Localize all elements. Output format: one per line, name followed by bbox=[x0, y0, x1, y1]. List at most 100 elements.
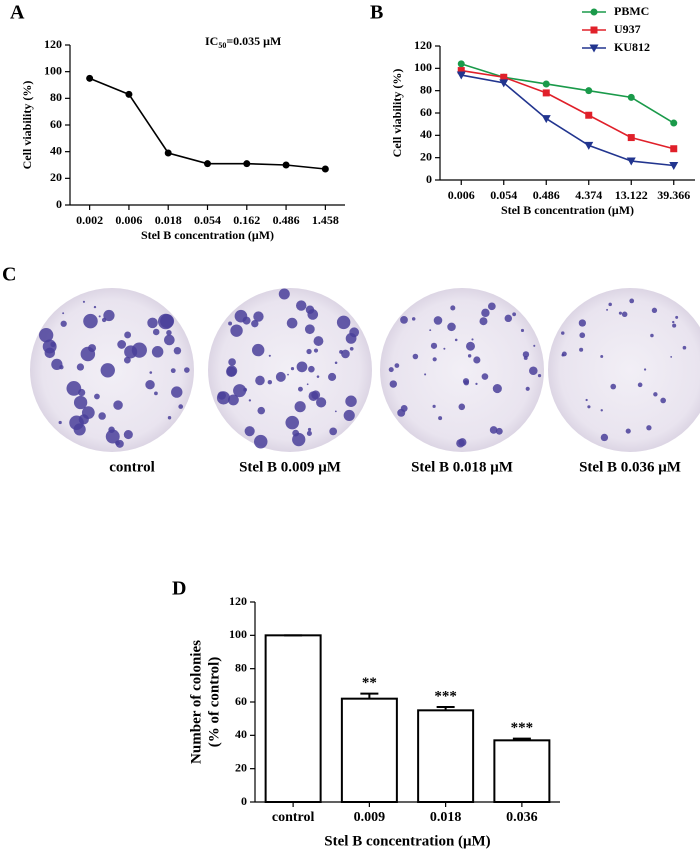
colony bbox=[294, 401, 306, 413]
x-axis-label: Stel B concentration (μM) bbox=[324, 833, 490, 849]
x-tick-label: 0.009 bbox=[354, 810, 386, 825]
y-tick-label: 80 bbox=[420, 82, 432, 96]
colony bbox=[149, 371, 153, 374]
bar bbox=[264, 634, 322, 803]
colony bbox=[298, 386, 303, 392]
colony bbox=[653, 392, 658, 397]
x-tick-label: 0.486 bbox=[273, 213, 300, 227]
colony bbox=[328, 372, 337, 381]
colony bbox=[275, 371, 286, 382]
y-axis-label: (% of control) bbox=[206, 657, 222, 748]
colony bbox=[646, 425, 652, 431]
y-tick-label: 100 bbox=[44, 63, 62, 77]
colony bbox=[93, 305, 97, 309]
marker bbox=[499, 79, 509, 88]
marker bbox=[541, 115, 551, 124]
colony bbox=[529, 366, 538, 375]
colony bbox=[471, 338, 474, 341]
dish bbox=[380, 288, 544, 452]
marker bbox=[627, 93, 635, 101]
colony bbox=[488, 302, 496, 311]
colony bbox=[58, 420, 62, 425]
colony bbox=[251, 320, 259, 328]
marker bbox=[457, 67, 465, 75]
line bbox=[461, 74, 674, 167]
colony bbox=[400, 316, 408, 324]
colony bbox=[447, 322, 456, 332]
colony bbox=[167, 416, 172, 420]
marker bbox=[669, 161, 679, 170]
colony bbox=[292, 432, 306, 447]
colony bbox=[290, 367, 295, 371]
colony bbox=[66, 381, 82, 396]
y-axis-label: Cell viability (%) bbox=[20, 81, 34, 170]
colony bbox=[637, 382, 643, 388]
colony bbox=[429, 329, 432, 332]
colony bbox=[389, 380, 398, 388]
x-tick-label: 0.054 bbox=[490, 188, 517, 202]
colony bbox=[170, 368, 176, 374]
colony bbox=[233, 384, 247, 398]
y-tick-label: 40 bbox=[235, 727, 247, 741]
colony bbox=[51, 358, 63, 370]
dish bbox=[548, 288, 700, 452]
colony bbox=[100, 363, 115, 378]
colony bbox=[308, 365, 315, 373]
dish bbox=[208, 288, 372, 452]
x-tick-label: 1.458 bbox=[312, 213, 339, 227]
annotation-subscript: 50 bbox=[218, 41, 226, 50]
colony bbox=[349, 346, 354, 351]
y-tick-label: 120 bbox=[229, 594, 247, 608]
y-axis-label: Cell viability (%) bbox=[390, 69, 404, 158]
colony bbox=[73, 395, 88, 410]
colony bbox=[226, 366, 237, 378]
colony bbox=[475, 382, 478, 386]
colony bbox=[454, 338, 458, 342]
colony bbox=[50, 341, 56, 348]
legend-label: PBMC bbox=[614, 4, 649, 18]
caption: Stel B 0.018 μM bbox=[411, 459, 513, 475]
colony bbox=[643, 368, 647, 371]
error-bar bbox=[436, 706, 455, 711]
colony bbox=[81, 406, 95, 420]
colony bbox=[525, 386, 530, 391]
colony bbox=[228, 321, 233, 326]
colony bbox=[230, 324, 243, 337]
x-tick-label: 0.002 bbox=[76, 213, 103, 227]
colony bbox=[411, 317, 416, 321]
significance: *** bbox=[434, 688, 457, 704]
colony bbox=[675, 315, 679, 319]
x-tick-label: 13.122 bbox=[615, 188, 648, 202]
x-axis-label: Stel B concentration (μM) bbox=[141, 228, 274, 242]
colony bbox=[329, 427, 338, 436]
colony bbox=[184, 367, 190, 373]
colony bbox=[105, 429, 120, 444]
colony bbox=[316, 397, 327, 408]
colony bbox=[520, 328, 525, 333]
colony bbox=[278, 288, 290, 300]
colony bbox=[113, 400, 123, 410]
colony bbox=[253, 434, 268, 449]
colony bbox=[670, 356, 673, 358]
x-tick-label: 0.006 bbox=[448, 188, 475, 202]
error-bar bbox=[512, 737, 531, 741]
colony bbox=[578, 319, 587, 327]
colony bbox=[336, 315, 351, 330]
marker bbox=[164, 149, 172, 157]
colony bbox=[60, 320, 67, 327]
colony bbox=[307, 427, 312, 432]
colony bbox=[286, 317, 298, 329]
panel-label: C bbox=[2, 264, 16, 286]
annotation-suffix: =0.035 μM bbox=[226, 34, 281, 48]
colony bbox=[307, 309, 319, 320]
colony bbox=[587, 405, 591, 409]
colony bbox=[316, 375, 320, 378]
x-tick-label: 0.006 bbox=[115, 213, 142, 227]
caption: Stel B 0.036 μM bbox=[579, 459, 681, 475]
colony bbox=[296, 300, 307, 311]
colony bbox=[345, 395, 357, 407]
colony bbox=[610, 383, 617, 390]
significance: *** bbox=[511, 720, 534, 736]
colony bbox=[253, 311, 264, 322]
